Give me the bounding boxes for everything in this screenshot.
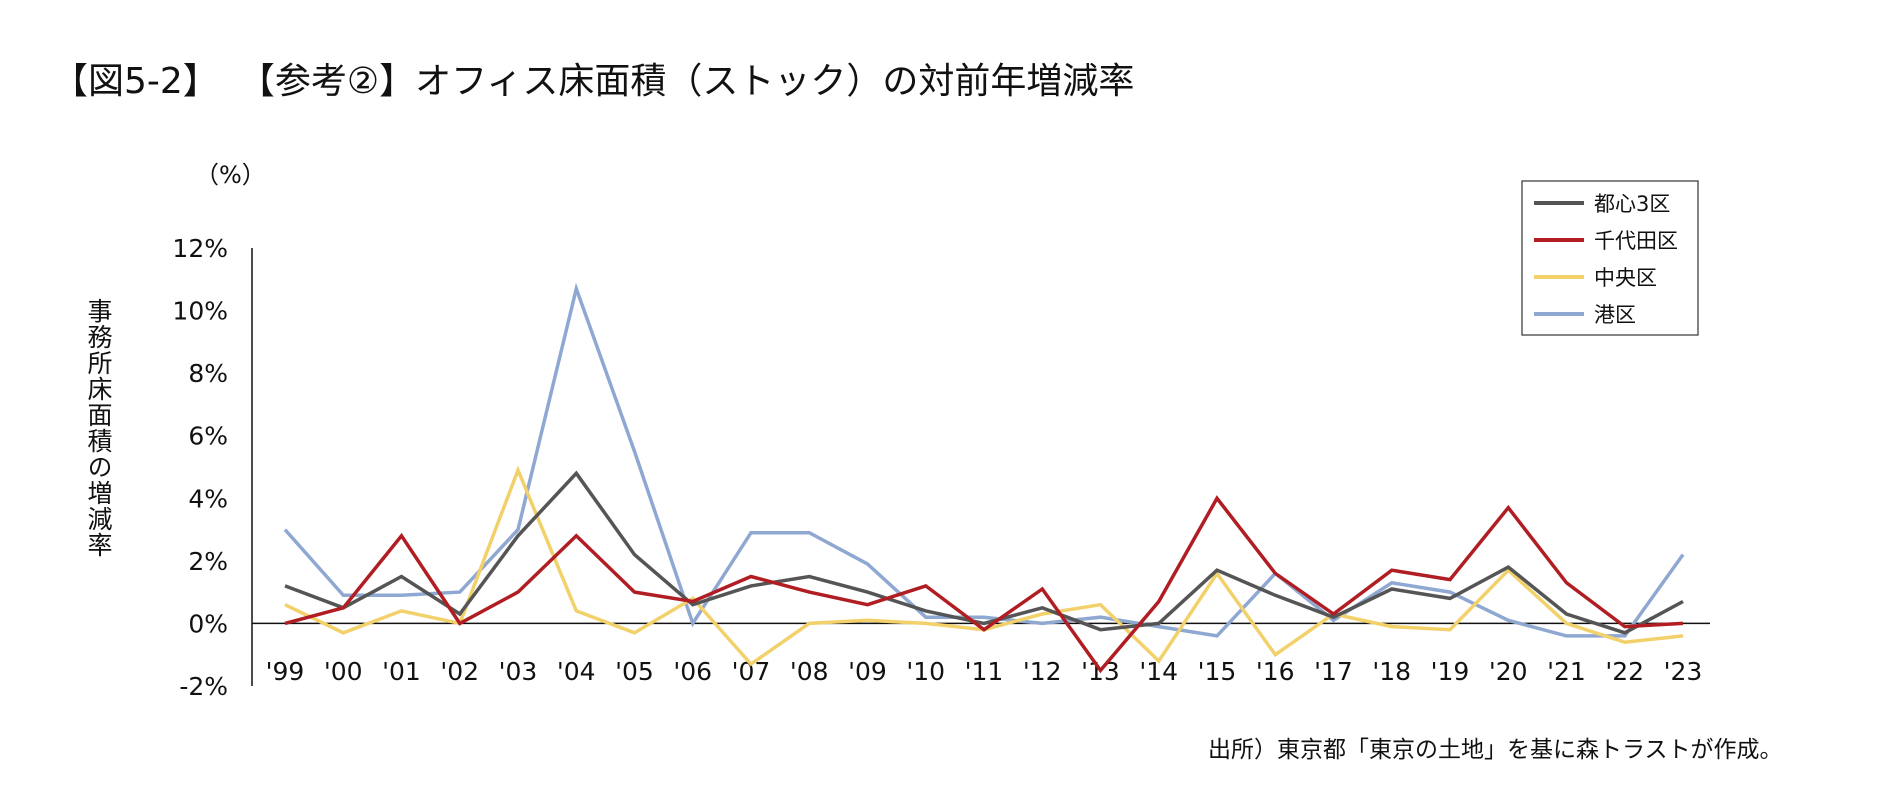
y-tick-label: 10% bbox=[172, 297, 228, 326]
x-tick-label: '22 bbox=[1605, 657, 1644, 686]
x-tick-label: '07 bbox=[732, 657, 771, 686]
axes bbox=[251, 248, 1710, 686]
y-tick-label: 0% bbox=[188, 609, 228, 638]
series-lines bbox=[283, 282, 1685, 674]
figure-number: 【図5-2】 bbox=[52, 61, 219, 102]
legend-label: 港区 bbox=[1594, 303, 1636, 327]
chart-title: 【図5-2】 【参考②】オフィス床面積（ストック）の対前年増減率 bbox=[52, 52, 1134, 104]
x-tick-label: '15 bbox=[1198, 657, 1237, 686]
unit-label: （%） bbox=[195, 161, 266, 189]
x-tick-label: '10 bbox=[906, 657, 945, 686]
x-tick-label: '00 bbox=[324, 657, 363, 686]
x-tick-label: '21 bbox=[1547, 657, 1586, 686]
x-tick-label: '18 bbox=[1372, 657, 1411, 686]
x-tick-label: '19 bbox=[1431, 657, 1470, 686]
series-line-港区 bbox=[283, 282, 1685, 638]
series-line-都心3区 bbox=[284, 470, 1684, 635]
y-axis-label: 事務所床面積の増減率 bbox=[84, 298, 113, 558]
x-tick-label: '09 bbox=[848, 657, 887, 686]
legend-label: 千代田区 bbox=[1594, 229, 1678, 253]
y-tick-label: 8% bbox=[188, 359, 228, 388]
x-tick-label: '17 bbox=[1314, 657, 1353, 686]
y-tick-label: 6% bbox=[188, 422, 228, 451]
x-tick-label: '99 bbox=[266, 657, 305, 686]
legend-label: 中央区 bbox=[1594, 266, 1657, 290]
y-tick-labels: -2% 0% 2% 4% 6% 8% 10% 12% bbox=[172, 234, 228, 701]
figure-title-text: 【参考②】オフィス床面積（ストック）の対前年増減率 bbox=[256, 61, 1135, 102]
x-tick-label: '04 bbox=[557, 657, 596, 686]
x-tick-label: '23 bbox=[1664, 657, 1703, 686]
source-note: 出所）東京都「東京の土地」を基に森トラストが作成。 bbox=[1208, 737, 1783, 763]
x-tick-label: '12 bbox=[1023, 657, 1062, 686]
x-tick-label: '01 bbox=[382, 657, 421, 686]
x-tick-label: '11 bbox=[965, 657, 1004, 686]
x-tick-label: '05 bbox=[615, 657, 654, 686]
x-tick-label: '03 bbox=[499, 657, 538, 686]
x-tick-label: '20 bbox=[1489, 657, 1528, 686]
x-tick-label: '08 bbox=[790, 657, 829, 686]
y-tick-label: 2% bbox=[188, 547, 228, 576]
x-tick-label: '16 bbox=[1256, 657, 1295, 686]
y-tick-label: 4% bbox=[188, 484, 228, 513]
legend-box bbox=[1521, 180, 1699, 336]
y-tick-label: 12% bbox=[172, 234, 228, 263]
x-tick-label: '02 bbox=[440, 657, 479, 686]
x-tick-labels: '99 '00 '01 '02 '03 '04 '05 '06 '07 '08 '09 '10 '11 '… bbox=[266, 657, 1703, 686]
y-tick-label: -2% bbox=[179, 672, 228, 701]
x-tick-label: '06 bbox=[673, 657, 712, 686]
legend-label: 都心3区 bbox=[1594, 192, 1670, 216]
series-line-千代田区 bbox=[284, 495, 1684, 674]
